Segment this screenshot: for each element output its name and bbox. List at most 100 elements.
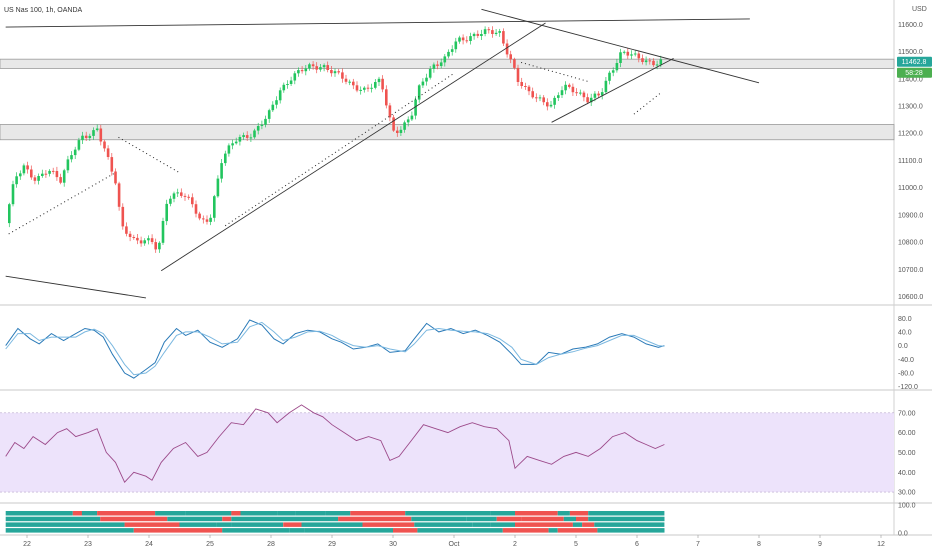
candle-up[interactable] [560,90,564,96]
candle-down[interactable] [546,102,549,107]
candle-down[interactable] [344,78,348,82]
candle-up[interactable] [234,141,238,144]
candle-down[interactable] [626,51,630,56]
candle-down[interactable] [491,30,494,34]
candle-down[interactable] [520,82,523,86]
candle-down[interactable] [531,91,534,98]
candle-up[interactable] [260,124,264,126]
candle-up[interactable] [304,68,308,72]
candle-down[interactable] [392,117,395,131]
candle-down[interactable] [527,86,531,92]
candle-down[interactable] [352,81,355,86]
candle-up[interactable] [403,122,406,130]
candle-down[interactable] [194,204,198,214]
candle-down[interactable] [139,240,143,244]
candle-up[interactable] [644,60,648,63]
candle-down[interactable] [535,97,538,99]
candle-up[interactable] [77,140,81,150]
candle-down[interactable] [198,213,201,219]
candle-up[interactable] [432,64,436,69]
candle-up[interactable] [494,32,498,34]
candle-up[interactable] [655,64,659,66]
candle-up[interactable] [630,54,633,56]
price-axis[interactable]: 11600.0 11500.0 11400.0 11300.0 11200.0 11100… [898,22,923,538]
candle-down[interactable] [568,84,571,87]
candle-up[interactable] [483,29,487,34]
candle-up[interactable] [282,84,286,91]
candle-up[interactable] [553,97,556,105]
candle-down[interactable] [187,196,190,198]
candle-up[interactable] [161,221,165,243]
candle-up[interactable] [469,36,472,41]
candle-down[interactable] [110,157,114,172]
candle-down[interactable] [205,219,209,222]
candle-up[interactable] [271,104,275,111]
candle-up[interactable] [399,129,403,133]
candle-down[interactable] [180,192,183,196]
candle-up[interactable] [220,163,223,179]
candle-up[interactable] [450,49,454,52]
candle-down[interactable] [245,135,249,138]
candle-up[interactable] [289,80,293,85]
candle-down[interactable] [341,72,344,79]
candle-down[interactable] [150,238,154,242]
candle-up[interactable] [414,99,417,116]
candle-down[interactable] [121,206,125,227]
candle-up[interactable] [348,81,351,83]
candle-up[interactable] [439,62,443,66]
candle-down[interactable] [59,177,62,183]
candle-up[interactable] [421,81,425,86]
candle-down[interactable] [465,40,469,42]
candle-up[interactable] [165,203,168,222]
candle-up[interactable] [88,135,92,138]
candle-down[interactable] [586,97,589,103]
candle-down[interactable] [571,86,575,93]
candle-down[interactable] [641,58,644,62]
candle-down[interactable] [330,70,333,74]
candle-down[interactable] [513,59,516,68]
candle-down[interactable] [582,92,586,98]
candle-up[interactable] [62,170,66,183]
candle-up[interactable] [143,240,146,244]
candle-down[interactable] [84,135,88,138]
candle-down[interactable] [396,130,399,133]
support-resistance-zone[interactable] [0,124,895,141]
candle-down[interactable] [597,93,600,96]
candle-up[interactable] [454,41,458,50]
candle-up[interactable] [275,100,278,105]
candle-down[interactable] [106,148,110,157]
candle-down[interactable] [315,66,318,70]
candle-up[interactable] [216,178,220,197]
candle-up[interactable] [593,93,597,98]
candle-down[interactable] [33,177,37,181]
candle-up[interactable] [557,95,560,98]
candle-down[interactable] [103,141,106,149]
candle-down[interactable] [542,97,545,103]
candle-up[interactable] [264,118,267,125]
candle-up[interactable] [176,192,179,194]
candle-down[interactable] [51,170,55,172]
candle-up[interactable] [622,51,626,53]
candle-up[interactable] [37,176,40,181]
candle-up[interactable] [359,89,362,91]
candle-up[interactable] [41,173,44,176]
candle-up[interactable] [447,51,450,57]
candle-up[interactable] [231,143,234,146]
candle-down[interactable] [311,64,315,67]
candle-up[interactable] [297,70,300,74]
candle-down[interactable] [476,33,480,36]
candle-down[interactable] [385,89,388,106]
candle-up[interactable] [286,84,289,85]
candle-down[interactable] [509,54,512,60]
candle-down[interactable] [524,86,527,87]
candle-up[interactable] [333,71,337,74]
trendline[interactable] [5,18,750,28]
candle-down[interactable] [381,78,384,90]
candle-up[interactable] [370,87,373,89]
candle-down[interactable] [26,165,29,170]
trendline[interactable] [481,8,760,84]
candle-down[interactable] [355,85,359,91]
candle-down[interactable] [461,37,465,41]
candle-down[interactable] [388,105,392,118]
